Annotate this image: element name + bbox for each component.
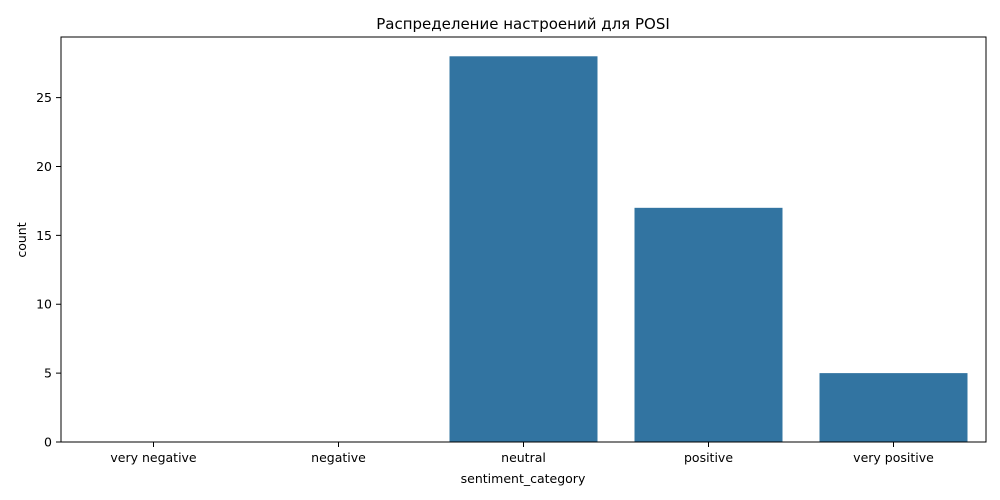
y-axis-title: count: [14, 222, 29, 257]
x-tick-label: negative: [311, 450, 366, 465]
bars-layer: [449, 56, 968, 442]
x-tick-label: neutral: [501, 450, 546, 465]
y-tick-label: 20: [36, 159, 52, 174]
y-ticks: 0 5 10 15 20 25: [36, 90, 61, 450]
y-tick-label: 5: [44, 366, 52, 381]
bar-very-positive: [819, 373, 968, 442]
y-tick-label: 15: [36, 228, 52, 243]
x-axis-title: sentiment_category: [461, 471, 586, 486]
x-tick-label: positive: [684, 450, 733, 465]
chart-title: Распределение настроений для POSI: [376, 15, 670, 33]
x-tick-label: very positive: [853, 450, 934, 465]
y-tick-label: 25: [36, 90, 52, 105]
y-tick-label: 10: [36, 297, 52, 312]
y-tick-label: 0: [44, 435, 52, 450]
x-ticks: very negative negative neutral positive very…: [110, 442, 934, 465]
x-tick-label: very negative: [110, 450, 197, 465]
bar-positive: [634, 207, 783, 442]
bar-neutral: [449, 56, 598, 442]
